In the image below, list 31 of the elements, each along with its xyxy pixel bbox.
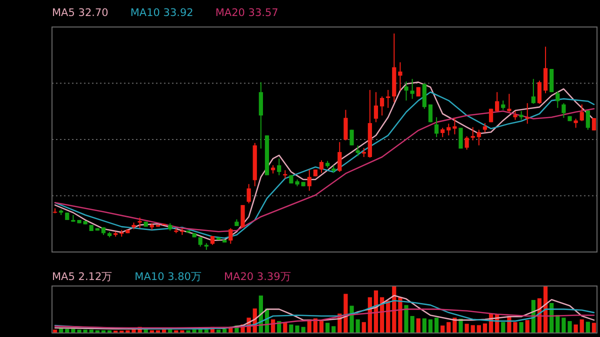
bar	[519, 322, 524, 333]
bar	[319, 321, 324, 333]
bar	[476, 325, 481, 333]
bar	[525, 320, 530, 333]
text: MA5 2.12万	[52, 271, 113, 283]
text: MA5 32.70	[52, 7, 108, 19]
bar	[416, 318, 420, 333]
bar	[592, 322, 596, 333]
bar	[434, 318, 439, 333]
text: MA20 33.57	[215, 7, 278, 19]
bar	[458, 318, 463, 333]
bar	[580, 319, 584, 333]
bar	[452, 318, 457, 333]
text: MA20 3.39万	[224, 271, 292, 283]
bar	[344, 294, 348, 333]
bar	[428, 319, 433, 333]
text: MA10 33.92	[130, 7, 194, 19]
bar	[464, 324, 469, 333]
bar	[446, 322, 451, 333]
text: MA10 3.80万	[134, 271, 202, 283]
bar	[332, 326, 336, 333]
bar	[440, 326, 445, 333]
bar	[470, 325, 475, 333]
bar	[586, 322, 590, 333]
bar	[362, 322, 366, 333]
bar	[398, 297, 402, 333]
bar	[574, 324, 578, 333]
bar	[482, 323, 488, 333]
bar	[501, 322, 506, 333]
bar	[422, 318, 426, 333]
bar	[325, 322, 330, 333]
